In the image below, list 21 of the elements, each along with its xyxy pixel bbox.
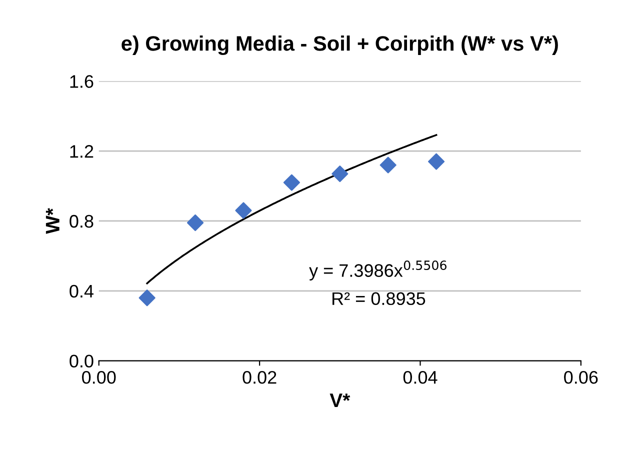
y-axis-title: W* [46, 208, 60, 234]
y-tick-label: 0.8 [70, 214, 94, 228]
y-tick-label: 1.6 [70, 75, 94, 88]
point [380, 156, 396, 174]
x-tick-label: 0.06 [564, 371, 598, 384]
y-tick-label: 1.2 [70, 145, 94, 158]
point [235, 202, 252, 219]
annotation: y = 7.3986x$^{0.5506}$ [309, 260, 446, 281]
y-tick-label: 0.4 [70, 284, 94, 298]
y-tick-label: 0.0 [70, 354, 94, 368]
point [283, 174, 300, 191]
point [332, 166, 348, 182]
point [428, 153, 445, 170]
point [186, 214, 204, 232]
x-tick-label: 0.00 [82, 371, 116, 384]
chart-title: e) Growing Media - Soil + Coirpith (W* vs V*) [122, 36, 558, 56]
x-axis-title: V* [330, 394, 350, 407]
point [138, 290, 156, 306]
annotation: R² = 0.8935 [332, 292, 426, 306]
x-tick-label: 0.02 [242, 371, 276, 384]
x-tick-label: 0.04 [403, 371, 438, 384]
